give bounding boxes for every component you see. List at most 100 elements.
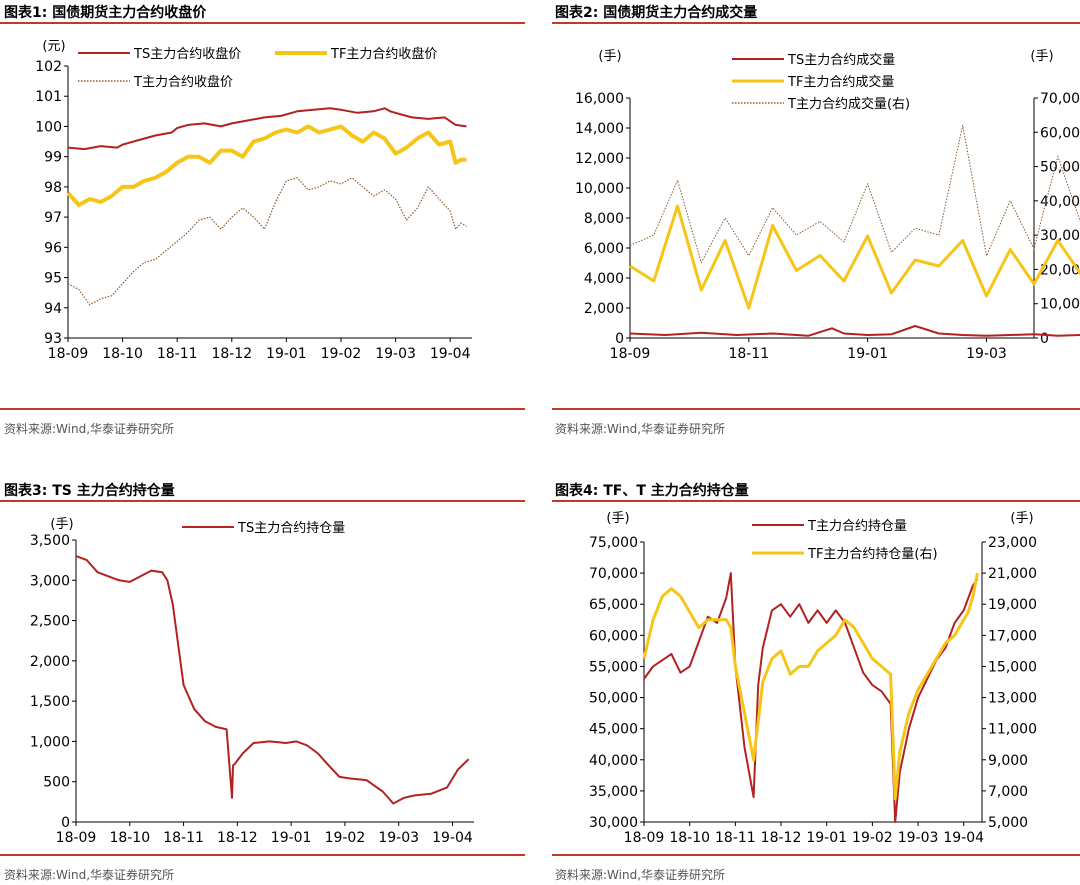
y-tick-label: 3,500 xyxy=(30,533,70,549)
y2-unit-label: (手) xyxy=(1030,49,1053,64)
x-tick-label: 18-12 xyxy=(761,830,802,846)
y-tick-label: 2,500 xyxy=(30,614,70,630)
legend-label-2: TF主力合约收盘价 xyxy=(330,46,437,62)
y-tick-label: 2,000 xyxy=(30,654,70,670)
legend-label-3: T主力合约收盘价 xyxy=(133,74,233,90)
x-tick-label: 18-09 xyxy=(56,830,97,846)
chart-4-svg: 30,000 35,000 40,000 45,000 50,000 55,000 60,0… xyxy=(589,511,1037,846)
chart-3-title: 图表3: TS 主力合约持仓量 xyxy=(4,483,175,499)
series-line-2 xyxy=(66,124,467,207)
y2-tick-label: 7,000 xyxy=(988,784,1028,800)
x-tick-label: 19-02 xyxy=(325,830,366,846)
chart-4-title: 图表4: TF、T 主力合约持仓量 xyxy=(555,483,749,499)
y2-tick-label: 17,000 xyxy=(988,628,1037,644)
y-tick-label: 30,000 xyxy=(589,815,638,831)
x-tick-label: 19-01 xyxy=(266,346,307,362)
series-line-1 xyxy=(643,572,979,823)
legend-label-1: TS主力合约成交量 xyxy=(787,52,895,68)
y-tick-label: 12,000 xyxy=(575,151,624,167)
y-tick-label: 45,000 xyxy=(589,722,638,738)
y-tick-label: 0 xyxy=(615,331,624,347)
y-tick-label: 97 xyxy=(44,210,62,226)
legend-label-1: TS主力合约收盘价 xyxy=(133,46,241,62)
x-tick-label: 18-10 xyxy=(669,830,710,846)
chart-1-title: 图表1: 国债期货主力合约收盘价 xyxy=(4,5,207,21)
y2-tick-label: 19,000 xyxy=(988,597,1037,613)
y-tick-label: 60,000 xyxy=(589,628,638,644)
y2-tick-label: 13,000 xyxy=(988,691,1037,707)
chart-3-source: 资料来源:Wind,华泰证券研究所 xyxy=(4,868,175,882)
legend-label-1: TS主力合约持仓量 xyxy=(237,521,345,536)
chart-3-top-rule xyxy=(0,500,525,502)
y2-tick-label: 40,000 xyxy=(1040,194,1080,210)
y-unit-label: (手) xyxy=(606,511,629,526)
y2-unit-label: (手) xyxy=(1010,511,1033,526)
chart-3-svg: 0 500 1,000 1,500 2,000 2,500 3,000 3,500 18-09 1… xyxy=(30,517,474,846)
y-tick-label: 10,000 xyxy=(575,181,624,197)
x-tick-label: 19-03 xyxy=(375,346,416,362)
y-tick-label: 3,000 xyxy=(30,573,70,589)
y-tick-label: 14,000 xyxy=(575,121,624,137)
y2-tick-label: 9,000 xyxy=(988,753,1028,769)
y-tick-label: 96 xyxy=(44,240,62,256)
legend-label-2: TF主力合约成交量 xyxy=(787,74,894,90)
y2-tick-label: 60,000 xyxy=(1040,125,1080,141)
y-tick-label: 55,000 xyxy=(589,659,638,675)
x-tick-label: 18-11 xyxy=(163,830,204,846)
y-tick-label: 70,000 xyxy=(589,566,638,582)
series-line-2 xyxy=(642,572,979,801)
y-unit-label: (元) xyxy=(42,39,65,54)
chart-4-bottom-rule xyxy=(552,854,1080,856)
x-tick-label: 18-12 xyxy=(211,346,252,362)
y2-tick-label: 15,000 xyxy=(988,659,1037,675)
x-tick-label: 19-01 xyxy=(806,830,847,846)
y2-tick-label: 23,000 xyxy=(988,535,1037,551)
series-line-1 xyxy=(67,107,467,151)
x-tick-label: 18-09 xyxy=(624,830,665,846)
y-tick-label: 101 xyxy=(35,89,62,105)
y-tick-label: 99 xyxy=(44,150,62,166)
x-tick-label: 19-04 xyxy=(430,346,471,362)
x-tick-label: 19-02 xyxy=(852,830,893,846)
y-unit-label: (手) xyxy=(598,49,621,64)
y-tick-label: 98 xyxy=(44,180,62,196)
x-tick-label: 19-04 xyxy=(943,830,984,846)
series-line-1 xyxy=(75,555,470,805)
chart-panel-3: 图表3: TS 主力合约持仓量 0 500 1,000 1,500 2,000 2,500… xyxy=(0,478,527,885)
y-tick-label: 75,000 xyxy=(589,535,638,551)
x-tick-label: 18-11 xyxy=(715,830,756,846)
legend-label-3: T主力合约成交量(右) xyxy=(787,96,910,112)
x-tick-label: 19-03 xyxy=(966,346,1007,362)
series-line-1 xyxy=(629,325,1080,337)
y-tick-label: 65,000 xyxy=(589,597,638,613)
legend-label-2: TF主力合约持仓量(右) xyxy=(807,547,938,562)
series-line-2 xyxy=(629,204,1080,310)
chart-panel-1: 图表1: 国债期货主力合约收盘价 93 94 95 96 97 98 99 100 101 102… xyxy=(0,0,527,440)
y2-tick-label: 10,000 xyxy=(1040,297,1080,313)
y-tick-label: 95 xyxy=(44,271,62,287)
y2-tick-label: 20,000 xyxy=(1040,262,1080,278)
chart-4-source: 资料来源:Wind,华泰证券研究所 xyxy=(555,868,726,882)
y2-tick-label: 5,000 xyxy=(988,815,1028,831)
legend-label-1: T主力合约持仓量 xyxy=(807,519,907,534)
y-tick-label: 1,500 xyxy=(30,694,70,710)
y2-tick-label: 21,000 xyxy=(988,566,1037,582)
y-tick-label: 40,000 xyxy=(589,753,638,769)
x-tick-label: 18-10 xyxy=(102,346,143,362)
y2-tick-label: 11,000 xyxy=(988,722,1037,738)
y-tick-label: 0 xyxy=(61,815,70,831)
x-tick-label: 18-11 xyxy=(157,346,198,362)
y-tick-label: 50,000 xyxy=(589,691,638,707)
x-tick-label: 18-11 xyxy=(728,346,769,362)
y-tick-label: 6,000 xyxy=(584,241,624,257)
x-tick-label: 18-09 xyxy=(610,346,651,362)
y-tick-label: 100 xyxy=(35,119,62,135)
y-tick-label: 2,000 xyxy=(584,301,624,317)
chart-2-top-rule xyxy=(552,22,1080,24)
series-line-3 xyxy=(629,124,1080,264)
chart-1-source: 资料来源:Wind,华泰证券研究所 xyxy=(4,422,175,436)
y-tick-label: 102 xyxy=(35,59,62,75)
chart-2-svg: 0 2,000 4,000 6,000 8,000 10,000 12,000 14,000 1… xyxy=(575,49,1080,362)
y-tick-label: 1,000 xyxy=(30,734,70,750)
x-tick-label: 19-01 xyxy=(847,346,888,362)
